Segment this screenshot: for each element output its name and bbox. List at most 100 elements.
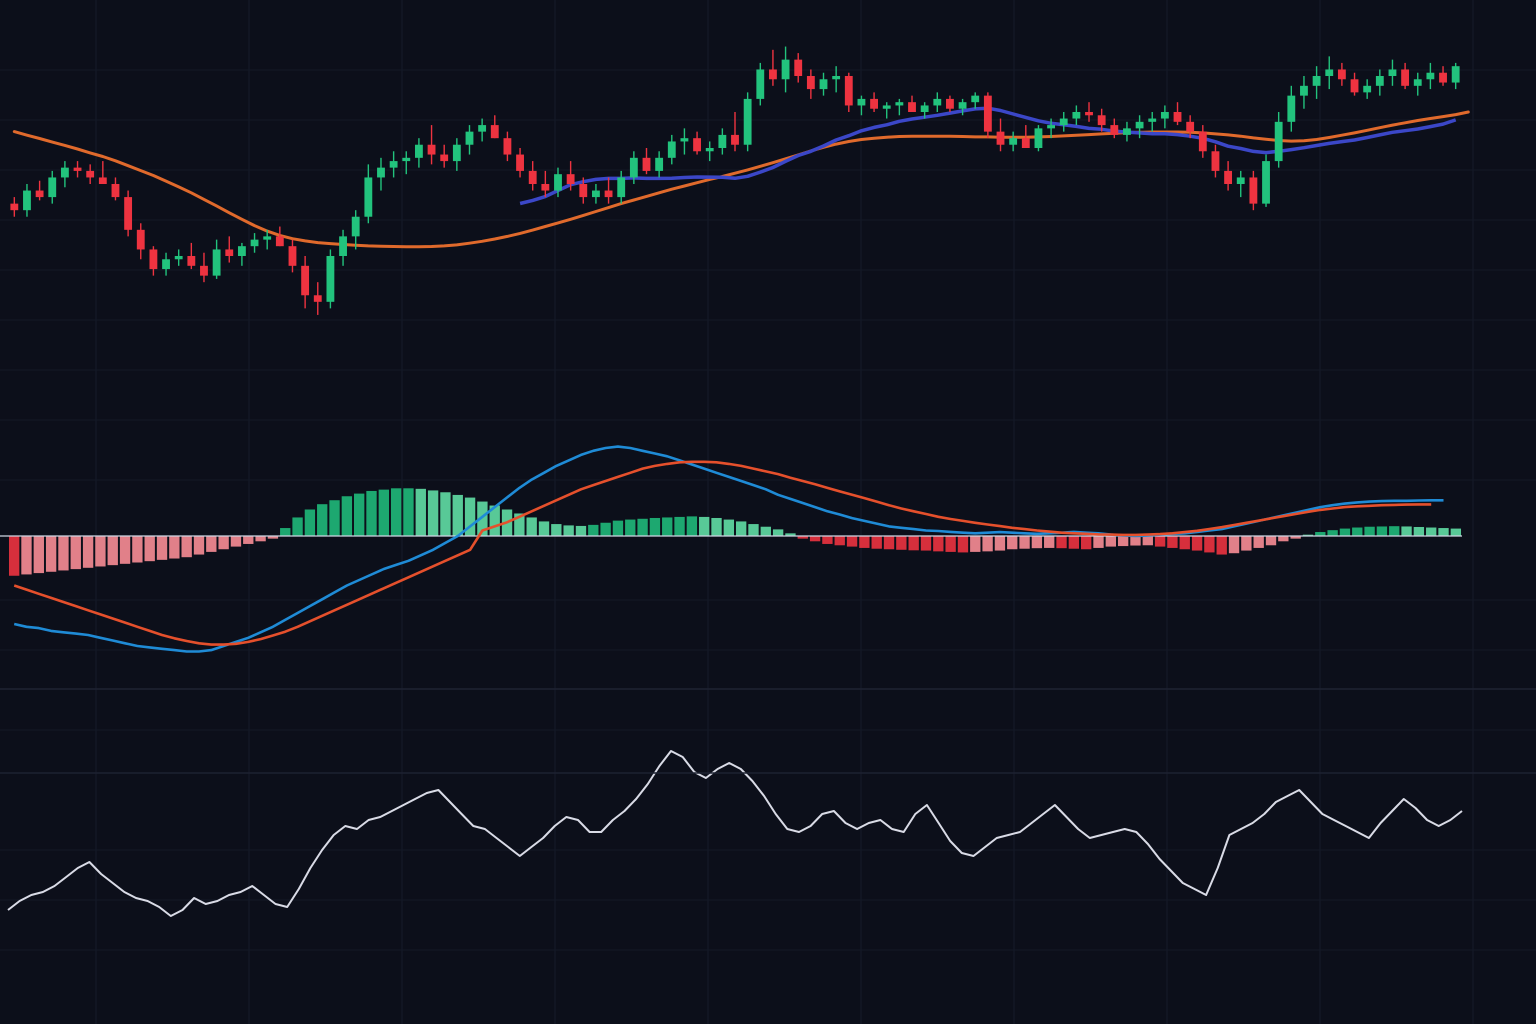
candle-body-down [1186, 121, 1195, 132]
candle-body-down [503, 138, 512, 155]
candle [162, 252, 170, 276]
candle [237, 242, 246, 266]
candle-body-down [98, 177, 107, 184]
macd-histogram-bar-positive [514, 513, 525, 536]
macd-histogram-bar-positive [551, 524, 562, 536]
macd-histogram-bar-negative [994, 536, 1006, 551]
macd-histogram-bar-negative [132, 536, 143, 563]
macd-histogram-bar-positive [280, 528, 291, 536]
candle-body-up [1135, 121, 1144, 129]
candle [490, 115, 499, 139]
macd-histogram-bar-positive [1364, 526, 1375, 536]
candle-body-down [604, 190, 613, 198]
candle [111, 177, 120, 201]
candle [212, 239, 221, 279]
candle-body-down [149, 249, 158, 270]
candle-body-up [680, 138, 689, 142]
macd-histogram-bar-negative [1216, 536, 1227, 555]
macd-histogram-bar-positive [1426, 527, 1437, 536]
macd-histogram-bar-negative [957, 536, 969, 553]
candle [794, 53, 803, 83]
candle-body-up [617, 177, 626, 198]
macd-histogram-bar-negative [883, 536, 895, 550]
macd-histogram-bar-positive [526, 517, 537, 536]
candle [1350, 72, 1359, 96]
candle-body-down [996, 131, 1005, 145]
macd-histogram-bar-positive [1339, 528, 1351, 536]
candle [503, 131, 512, 162]
macd-lines [13, 445, 1444, 653]
candle-body-up [1148, 118, 1157, 122]
macd-histogram-bar-negative [896, 536, 907, 550]
macd-histogram-bar-negative [982, 536, 993, 552]
candle [364, 164, 373, 224]
candle [958, 98, 967, 116]
candle [920, 102, 929, 119]
macd-histogram-bar-negative [908, 536, 919, 551]
macd-histogram-bar-negative [1278, 536, 1289, 542]
candle [1224, 161, 1233, 191]
macd-histogram-bar-negative [193, 536, 205, 555]
candle-body-up [326, 256, 335, 302]
candle [288, 239, 297, 273]
candle-body-down [1021, 138, 1030, 148]
macd-histogram-bar-negative [82, 536, 94, 568]
candle [1148, 112, 1157, 132]
macd-histogram-bar-negative [1031, 536, 1043, 549]
candle [769, 49, 777, 86]
candlesticks [10, 46, 1460, 315]
candle-body-down [579, 184, 588, 198]
candle [1198, 125, 1207, 158]
candle [275, 226, 284, 247]
macd-histogram-bar-positive [637, 518, 648, 536]
macd-histogram-bar-negative [1105, 536, 1116, 547]
candle [1262, 154, 1270, 207]
candle-body-down [731, 134, 739, 145]
candle [642, 148, 651, 175]
candle-body-up [1363, 85, 1372, 93]
signal-line [13, 460, 1432, 646]
macd-histogram-bar-negative [267, 536, 279, 539]
candle-body-up [1034, 128, 1043, 148]
candle-body-up [1047, 125, 1056, 129]
candle-body-down [566, 174, 575, 184]
candle [452, 138, 461, 171]
candle-body-up [402, 157, 411, 162]
candle [339, 229, 347, 266]
candle-body-down [1110, 125, 1119, 135]
candle-body-down [693, 138, 701, 152]
candle [617, 170, 626, 204]
candle [136, 223, 145, 260]
candle-body-down [111, 184, 120, 198]
macd-histogram-bar-negative [1265, 536, 1277, 546]
macd-histogram-bar-negative [1191, 536, 1203, 551]
candle [1363, 79, 1372, 99]
macd-histogram-bar-negative [797, 536, 808, 539]
candle [667, 134, 676, 165]
candle-body-up [857, 98, 866, 106]
macd-histogram [8, 488, 1462, 576]
candle [377, 157, 385, 191]
candle-body-up [743, 98, 752, 145]
candle [465, 125, 474, 155]
candle-body-up [920, 105, 929, 112]
macd-histogram-bar-positive [735, 521, 747, 536]
candle-body-down [1097, 115, 1106, 126]
candle [819, 72, 828, 96]
candle-body-up [629, 157, 638, 178]
candle-body-down [983, 95, 992, 132]
candle-body-up [1325, 69, 1334, 76]
macd-histogram-bar-negative [255, 536, 266, 542]
candle-body-up [971, 95, 980, 103]
candle-body-up [1009, 138, 1018, 145]
macd-histogram-bar-negative [1253, 536, 1264, 548]
candle-body-up [1072, 112, 1081, 119]
candle-body-up [1160, 112, 1169, 119]
candle [680, 128, 689, 155]
candle [1287, 85, 1296, 132]
macd-histogram-bar-positive [563, 525, 574, 536]
moving-average-slow [12, 110, 1470, 249]
macd-histogram-bar-negative [181, 536, 192, 558]
candle-body-up [933, 98, 942, 106]
candle-body-up [667, 141, 676, 158]
